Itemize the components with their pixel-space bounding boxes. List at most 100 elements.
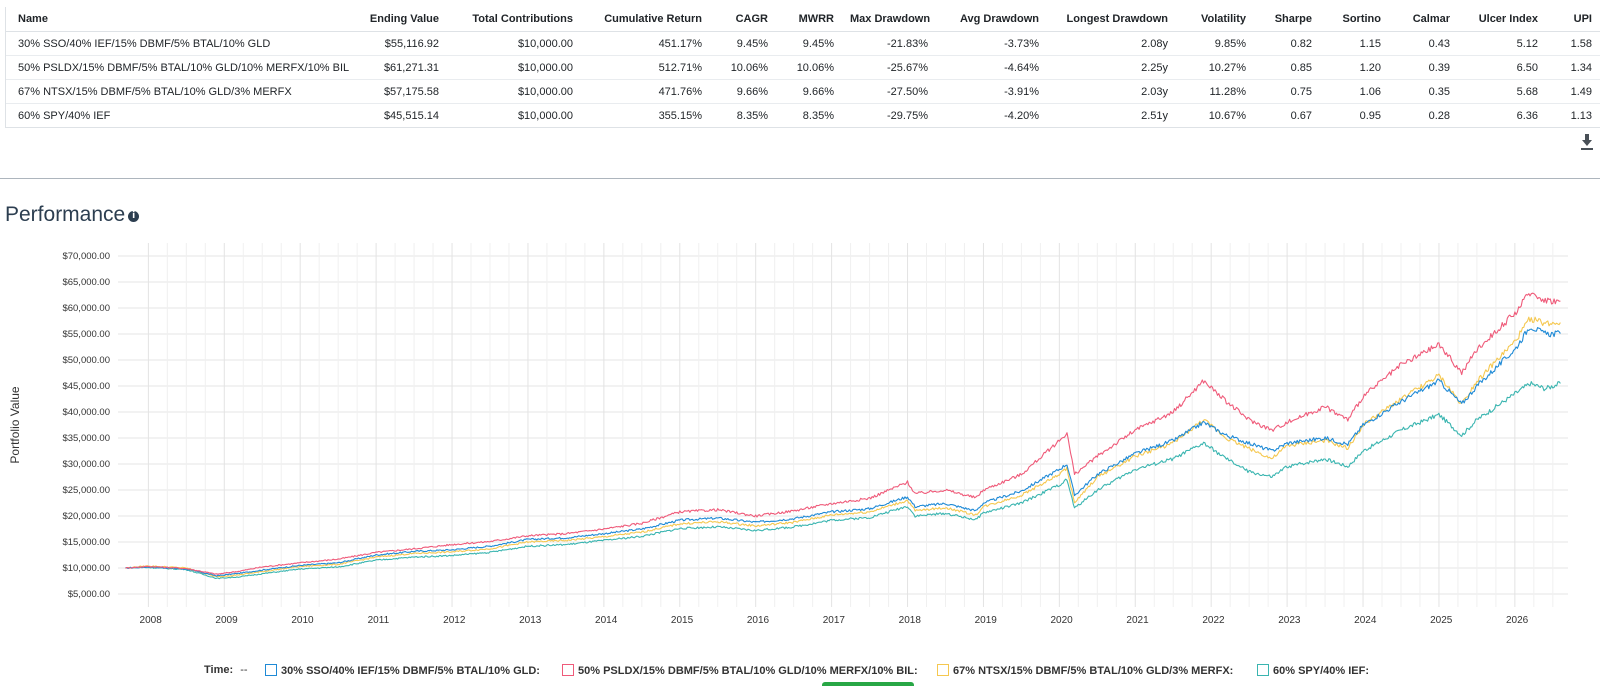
- metric-cell: $10,000.00: [447, 55, 581, 80]
- column-header[interactable]: Ending Value: [361, 7, 447, 32]
- metric-cell: 2.08y: [1047, 31, 1176, 56]
- metric-cell: 0.67: [1254, 103, 1320, 127]
- plot-area: [118, 243, 1568, 607]
- x-tick-label: 2018: [899, 615, 922, 626]
- metric-cell: 5.12: [1458, 31, 1546, 56]
- x-tick-label: 2016: [747, 615, 770, 626]
- series-line[interactable]: [125, 292, 1561, 575]
- metric-cell: $61,271.31: [361, 55, 447, 80]
- metric-cell: 512.71%: [581, 55, 710, 80]
- column-header[interactable]: Avg Drawdown: [936, 7, 1047, 32]
- metric-cell: $55,116.92: [361, 31, 447, 56]
- y-tick-label: $20,000.00: [62, 511, 110, 522]
- y-tick-label: $25,000.00: [62, 485, 110, 496]
- section-divider: [0, 178, 1600, 179]
- metric-cell: 0.39: [1389, 55, 1458, 80]
- x-tick-label: 2009: [215, 615, 238, 626]
- table-row: 60% SPY/40% IEF $45,515.14 $10,000.00 355.1…: [6, 103, 1600, 127]
- metric-cell: $57,175.58: [361, 79, 447, 104]
- y-tick-label: $35,000.00: [62, 433, 110, 444]
- download-icon[interactable]: [1580, 133, 1594, 151]
- metric-cell: 0.28: [1389, 103, 1458, 127]
- x-tick-label: 2021: [1126, 615, 1149, 626]
- metric-cell: 10.06%: [710, 55, 776, 80]
- metric-cell: 1.49: [1546, 79, 1600, 104]
- metric-cell: 0.75: [1254, 79, 1320, 104]
- y-tick-label: $15,000.00: [62, 537, 110, 548]
- metric-cell: 2.25y: [1047, 55, 1176, 80]
- metric-cell: 2.03y: [1047, 79, 1176, 104]
- portfolio-name-cell: 67% NTSX/15% DBMF/5% BTAL/10% GLD/3% MER…: [6, 79, 361, 104]
- y-tick-label: $55,000.00: [62, 329, 110, 340]
- column-header[interactable]: Volatility: [1176, 7, 1254, 32]
- metric-cell: -29.75%: [842, 103, 936, 127]
- performance-chart: $5,000.00 $10,000.00 $15,000.00 $20,000.00 $…: [8, 243, 1568, 626]
- table-row: 50% PSLDX/15% DBMF/5% BTAL/10% GLD/10% M…: [6, 55, 1600, 80]
- metric-cell: -4.64%: [936, 55, 1047, 80]
- legend-item-series-3[interactable]: 67% NTSX/15% DBMF/5% BTAL/10% GLD/3% MER…: [937, 664, 1233, 677]
- metric-cell: 6.50: [1458, 55, 1546, 80]
- metric-cell: 0.43: [1389, 31, 1458, 56]
- legend-time-value: --: [240, 664, 248, 676]
- y-tick-label: $60,000.00: [62, 303, 110, 314]
- legend-time-label: Time: --: [204, 664, 248, 676]
- column-header[interactable]: Calmar: [1389, 7, 1458, 32]
- metric-cell: 0.85: [1254, 55, 1320, 80]
- column-header[interactable]: Total Contributions: [447, 7, 581, 32]
- x-tick-label: 2026: [1506, 615, 1529, 626]
- column-header[interactable]: CAGR: [710, 7, 776, 32]
- metric-cell: -3.73%: [936, 31, 1047, 56]
- column-header[interactable]: Sortino: [1320, 7, 1389, 32]
- table-header-row: Name Ending Value Total Contributions Cumul…: [6, 7, 1600, 32]
- y-tick-label: $70,000.00: [62, 251, 110, 262]
- y-tick-label: $10,000.00: [62, 563, 110, 574]
- time-range-handle[interactable]: [822, 682, 914, 686]
- column-header[interactable]: UPI: [1546, 7, 1600, 32]
- x-tick-label: 2020: [1051, 615, 1074, 626]
- y-tick-label: $40,000.00: [62, 407, 110, 418]
- y-tick-label: $5,000.00: [68, 589, 110, 600]
- series-line[interactable]: [125, 327, 1561, 577]
- info-icon[interactable]: i: [128, 211, 140, 222]
- x-tick-label: 2012: [443, 615, 466, 626]
- column-header[interactable]: Name: [6, 7, 361, 32]
- legend-item-series-4[interactable]: 60% SPY/40% IEF:: [1257, 664, 1369, 677]
- series-line[interactable]: [125, 381, 1561, 580]
- metric-cell: 9.45%: [710, 31, 776, 56]
- x-tick-label: 2011: [368, 615, 390, 626]
- metric-cell: 1.34: [1546, 55, 1600, 80]
- column-header[interactable]: Longest Drawdown: [1047, 7, 1176, 32]
- metric-cell: -25.67%: [842, 55, 936, 80]
- metric-cell: 0.82: [1254, 31, 1320, 56]
- y-tick-label: $65,000.00: [62, 277, 110, 288]
- metric-cell: 1.06: [1320, 79, 1389, 104]
- performance-heading: Performance i: [5, 203, 140, 227]
- portfolio-name-cell: 60% SPY/40% IEF: [6, 103, 361, 127]
- section-title: Performance: [5, 203, 126, 226]
- metric-cell: -4.20%: [936, 103, 1047, 127]
- column-header[interactable]: MWRR: [776, 7, 842, 32]
- y-tick-label: $50,000.00: [62, 355, 110, 366]
- metric-cell: 1.15: [1320, 31, 1389, 56]
- table-body: 30% SSO/40% IEF/15% DBMF/5% BTAL/10% GLD…: [6, 31, 1600, 127]
- legend-item-series-1[interactable]: 30% SSO/40% IEF/15% DBMF/5% BTAL/10% GLD…: [265, 664, 540, 677]
- metric-cell: 2.51y: [1047, 103, 1176, 127]
- metrics-table-container: Name Ending Value Total Contributions Cumul…: [5, 7, 1600, 128]
- table-row: 30% SSO/40% IEF/15% DBMF/5% BTAL/10% GLD…: [6, 31, 1600, 56]
- metric-cell: 5.68: [1458, 79, 1546, 104]
- metrics-table: Name Ending Value Total Contributions Cumul…: [6, 7, 1600, 127]
- metric-cell: 9.66%: [710, 79, 776, 104]
- x-tick-label: 2014: [595, 615, 618, 626]
- column-header[interactable]: Ulcer Index: [1458, 7, 1546, 32]
- metric-cell: 8.35%: [776, 103, 842, 127]
- column-header[interactable]: Sharpe: [1254, 7, 1320, 32]
- metric-cell: 10.27%: [1176, 55, 1254, 80]
- metric-cell: 355.15%: [581, 103, 710, 127]
- metric-cell: 0.35: [1389, 79, 1458, 104]
- metric-cell: 0.95: [1320, 103, 1389, 127]
- metric-cell: $10,000.00: [447, 31, 581, 56]
- legend-item-series-2[interactable]: 50% PSLDX/15% DBMF/5% BTAL/10% GLD/10% M…: [562, 664, 918, 677]
- metric-cell: -3.91%: [936, 79, 1047, 104]
- column-header[interactable]: Cumulative Return: [581, 7, 710, 32]
- column-header[interactable]: Max Drawdown: [842, 7, 936, 32]
